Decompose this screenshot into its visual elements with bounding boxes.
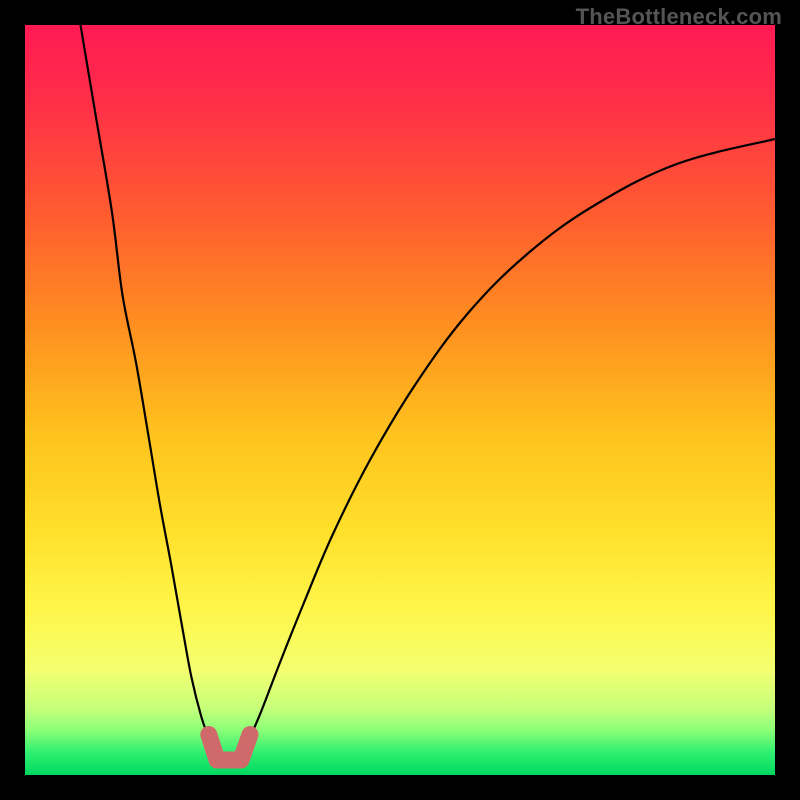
- watermark-text: TheBottleneck.com: [576, 4, 782, 30]
- gradient-background: [25, 25, 775, 775]
- plot-svg: [25, 25, 775, 775]
- plot-area: [25, 25, 775, 775]
